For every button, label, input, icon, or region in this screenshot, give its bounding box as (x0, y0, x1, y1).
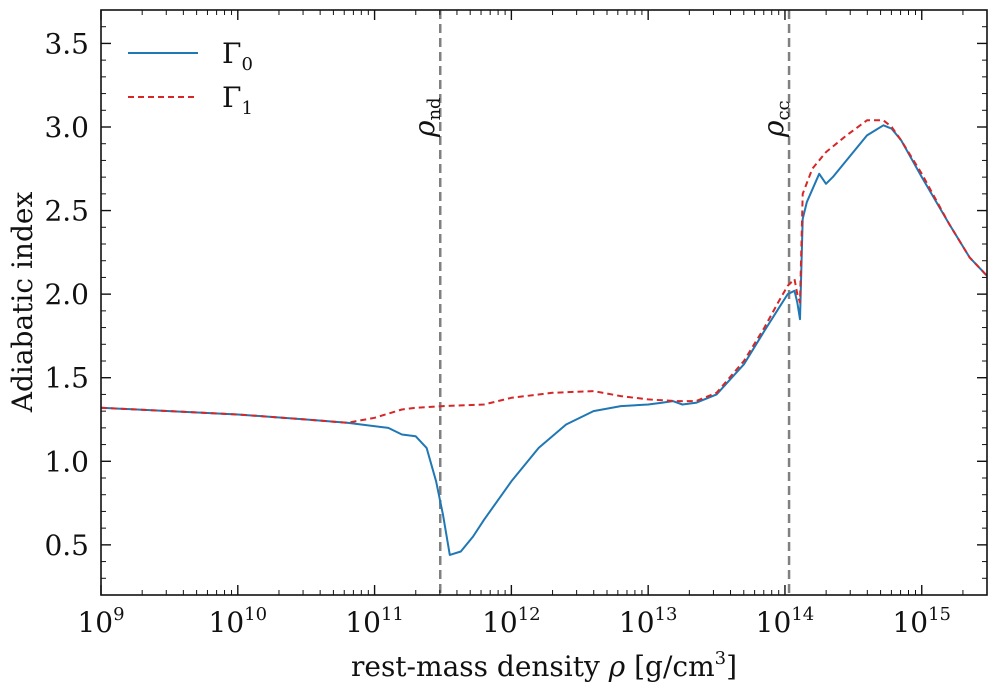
x-tick-exp: 12 (518, 604, 541, 625)
y-tick-label: 1.5 (44, 362, 89, 395)
series-line-gamma0 (100, 124, 988, 556)
x-tick-exp: 13 (655, 604, 678, 625)
vline-symbol: ρ (757, 120, 790, 138)
series-layer (100, 119, 988, 556)
legend-label-gamma1: Γ1 (222, 81, 253, 119)
legend-label-gamma0: Γ0 (222, 37, 253, 75)
plot-background (101, 10, 987, 595)
x-tick-base: 10 (77, 606, 113, 639)
ticks-layer: 109 1010 1011 1012 1013 1014 10150.51.01.52.02… (44, 10, 987, 639)
x-tick-exp: 15 (928, 604, 951, 625)
x-tick-exp: 10 (244, 604, 267, 625)
x-tick-label: 1014 (756, 604, 815, 639)
y-axis-label: Adiabatic index (6, 192, 39, 414)
x-tick-exp: 11 (381, 604, 404, 625)
x-tick-base: 10 (756, 606, 792, 639)
x-tick-base: 10 (482, 606, 518, 639)
x-axis-label: rest-mass density ρ [g/cm3] (351, 648, 737, 683)
x-tick-label: 1011 (345, 604, 404, 639)
vline-label-rho-cc: ρcc (757, 100, 794, 138)
x-tick-base: 10 (345, 606, 381, 639)
x-tick-label: 1013 (619, 604, 678, 639)
vline-label-rho-nd: ρnd (408, 97, 445, 138)
x-tick-exp: 14 (791, 604, 814, 625)
vline-symbol: ρ (408, 120, 441, 138)
x-tick-base: 10 (619, 606, 655, 639)
x-tick-base: 10 (209, 606, 245, 639)
y-tick-label: 0.5 (44, 529, 89, 562)
y-tick-label: 1.0 (44, 445, 89, 478)
x-tick-label: 1012 (482, 604, 541, 639)
y-tick-label: 2.5 (44, 195, 89, 228)
x-tick-base: 10 (892, 606, 928, 639)
vline-subscript: cc (773, 100, 794, 120)
legend: Γ0 Γ1 (128, 37, 253, 119)
series-line-gamma1 (100, 119, 988, 424)
vline-subscript: nd (424, 97, 445, 120)
x-tick-label: 109 (77, 604, 124, 639)
plot-frame (100, 9, 988, 596)
x-tick-exp: 9 (113, 604, 124, 625)
x-tick-label: 1010 (209, 604, 268, 639)
y-tick-label: 3.5 (44, 27, 89, 60)
y-tick-label: 2.0 (44, 278, 89, 311)
x-tick-label: 1015 (892, 604, 951, 639)
y-tick-label: 3.0 (44, 111, 89, 144)
